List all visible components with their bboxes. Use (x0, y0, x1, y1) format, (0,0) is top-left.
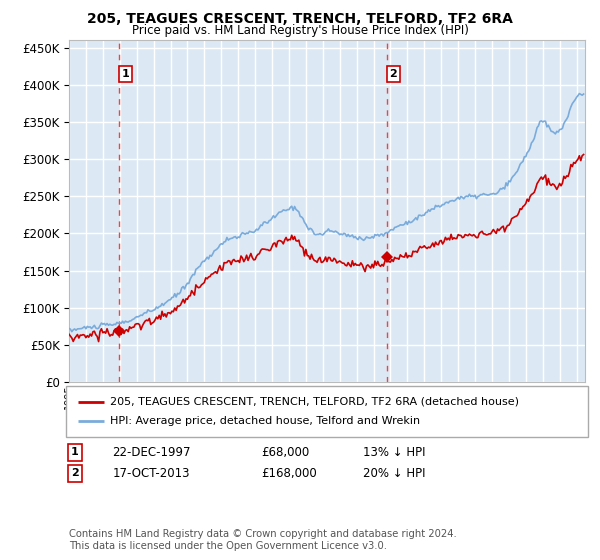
Text: 17-OCT-2013: 17-OCT-2013 (112, 466, 190, 480)
Text: 205, TEAGUES CRESCENT, TRENCH, TELFORD, TF2 6RA (detached house): 205, TEAGUES CRESCENT, TRENCH, TELFORD, … (110, 396, 519, 407)
Text: Price paid vs. HM Land Registry's House Price Index (HPI): Price paid vs. HM Land Registry's House … (131, 24, 469, 36)
Text: 2: 2 (71, 468, 79, 478)
Text: 13% ↓ HPI: 13% ↓ HPI (363, 446, 425, 459)
Text: Contains HM Land Registry data © Crown copyright and database right 2024.
This d: Contains HM Land Registry data © Crown c… (69, 529, 457, 551)
Text: 1: 1 (71, 447, 79, 458)
Text: 1: 1 (122, 69, 130, 79)
Text: HPI: Average price, detached house, Telford and Wrekin: HPI: Average price, detached house, Telf… (110, 417, 420, 427)
Text: 2: 2 (389, 69, 397, 79)
Text: £68,000: £68,000 (261, 446, 309, 459)
Text: 205, TEAGUES CRESCENT, TRENCH, TELFORD, TF2 6RA: 205, TEAGUES CRESCENT, TRENCH, TELFORD, … (87, 12, 513, 26)
Text: £168,000: £168,000 (261, 466, 317, 480)
Text: 22-DEC-1997: 22-DEC-1997 (112, 446, 191, 459)
Text: 20% ↓ HPI: 20% ↓ HPI (363, 466, 425, 480)
